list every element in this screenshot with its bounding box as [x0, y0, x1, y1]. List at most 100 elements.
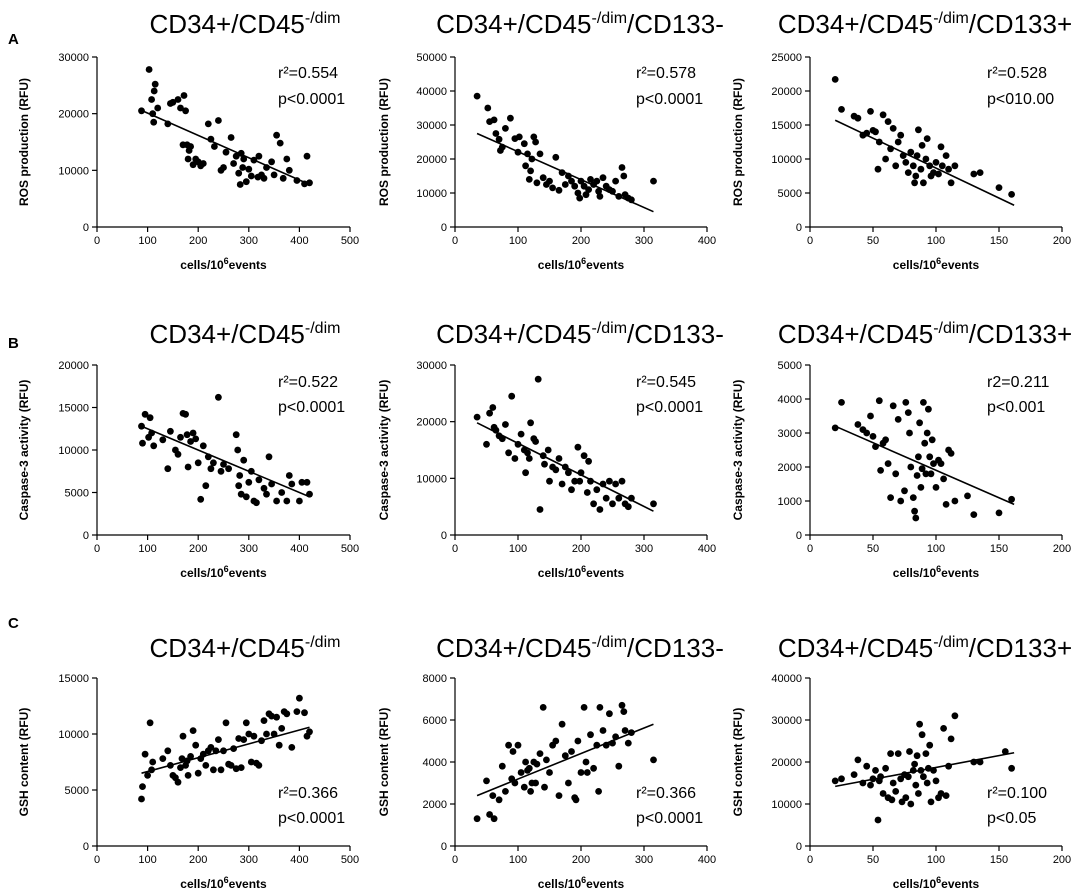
data-point [894, 416, 902, 423]
data-point [234, 446, 242, 454]
data-point [508, 392, 516, 400]
data-point [245, 730, 253, 738]
data-point [303, 152, 311, 160]
y-tick-label: 6000 [423, 715, 447, 727]
chart-title-superscript: -/dim [933, 634, 969, 651]
data-point [907, 800, 915, 808]
data-point [278, 489, 286, 496]
data-point [527, 788, 534, 795]
x-tick-label: 200 [572, 854, 590, 866]
data-point [1008, 191, 1015, 198]
data-point [473, 92, 481, 100]
x-tick-label: 100 [509, 854, 527, 866]
data-point [532, 138, 539, 146]
data-point [279, 174, 287, 182]
chart-title-base: CD34+/CD45 [436, 9, 591, 39]
scatter-chart-b2: CD34+/CD45-/dim/CD133- 0 100 200 300 400 0 1000… [377, 319, 724, 580]
data-point [180, 92, 188, 99]
data-point [571, 182, 579, 190]
data-point [141, 410, 149, 418]
x-tick-label: 400 [290, 235, 308, 247]
x-axis-label-base: cells/10 [538, 258, 582, 272]
data-point [947, 179, 955, 187]
data-point [187, 143, 195, 150]
y-tick-label: 30000 [416, 360, 447, 372]
data-point [854, 114, 862, 122]
chart-title-base: CD34+/CD45 [150, 319, 305, 349]
x-axis-label-base: cells/10 [180, 258, 224, 272]
data-point [970, 170, 978, 178]
data-point [543, 756, 550, 764]
chart-title: CD34+/CD45-/dim/CD133+ [778, 319, 1072, 349]
data-point [875, 397, 883, 405]
r-squared-annotation: r²=0.100 [987, 785, 1047, 802]
data-point [582, 191, 590, 199]
data-point [505, 449, 512, 457]
data-point [552, 737, 560, 745]
data-point [288, 480, 296, 488]
data-point [527, 167, 534, 175]
data-point [904, 409, 912, 416]
data-point [194, 459, 202, 467]
data-point [892, 470, 900, 478]
data-point [577, 769, 585, 776]
data-point [265, 453, 273, 461]
chart-title-base: CD34+/CD45 [778, 633, 933, 663]
data-point [887, 494, 894, 501]
data-point [918, 142, 926, 149]
data-point [897, 497, 905, 505]
x-axis-label-suffix: events [229, 258, 267, 272]
x-axis-label-base: cells/10 [180, 877, 224, 891]
data-point [268, 158, 275, 166]
y-tick-label: 0 [441, 841, 447, 853]
data-point [585, 186, 592, 194]
data-point [951, 712, 959, 720]
data-point [838, 775, 845, 783]
data-point [927, 470, 935, 478]
y-tick-label: 10000 [771, 799, 802, 811]
data-point [237, 490, 245, 498]
y-axis-label: Caspase-3 activity (RFU) [17, 380, 31, 521]
data-point [154, 104, 162, 112]
data-point [590, 500, 597, 508]
y-axis-label: Caspase-3 activity (RFU) [377, 380, 391, 521]
data-point [546, 177, 553, 185]
data-point [141, 750, 149, 758]
y-tick-label: 10000 [416, 188, 447, 200]
data-point [928, 436, 936, 444]
x-tick-label: 200 [1053, 235, 1071, 247]
data-point [484, 104, 492, 112]
data-point [511, 455, 519, 462]
data-point [486, 811, 493, 818]
chart-title-superscript: -/dim [591, 10, 627, 27]
data-point [232, 152, 240, 160]
scatter-chart-c2: CD34+/CD45-/dim/CD133-0 100 200 300 40002000… [377, 633, 724, 891]
data-point [159, 755, 167, 762]
y-axis-label: GSH content (RFU) [17, 708, 31, 817]
data-point [509, 748, 517, 755]
data-point [546, 769, 553, 776]
data-point [925, 405, 932, 413]
chart-title-suffix: /CD133- [627, 633, 724, 663]
data-point [192, 741, 200, 749]
data-point [536, 750, 544, 757]
p-value-annotation: p<0.0001 [636, 810, 703, 827]
data-point [275, 741, 283, 749]
y-tick-label: 5000 [65, 488, 89, 500]
data-point [532, 779, 539, 787]
data-point [615, 762, 623, 770]
data-point [189, 727, 197, 734]
chart-title-suffix: /CD133+ [969, 319, 1072, 349]
data-point [889, 124, 897, 132]
data-point [522, 758, 529, 766]
x-axis-label-suffix: events [229, 566, 267, 580]
data-point [199, 442, 207, 450]
data-point [202, 762, 210, 769]
data-point [574, 189, 582, 197]
y-tick-label: 4000 [423, 757, 447, 769]
y-tick-label: 8000 [423, 673, 447, 685]
scatter-chart-a1: CD34+/CD45-/dim 0 100 200 300 400 500 0 10000 200… [17, 9, 359, 272]
data-point [242, 178, 250, 186]
data-point [576, 477, 584, 485]
p-value-annotation: p<010.00 [987, 91, 1054, 108]
